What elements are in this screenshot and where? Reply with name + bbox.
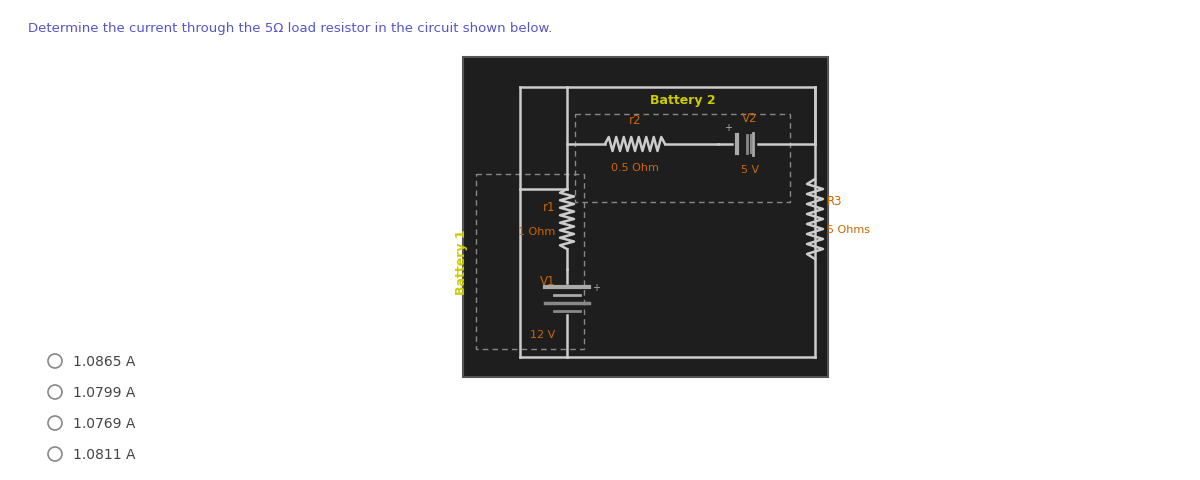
Text: R3: R3 (827, 195, 842, 208)
Text: r2: r2 (629, 114, 641, 127)
Text: 1.0865 A: 1.0865 A (73, 354, 136, 368)
Text: 12 V: 12 V (529, 329, 554, 339)
Text: +: + (592, 282, 600, 292)
Text: 1.0811 A: 1.0811 A (73, 447, 136, 461)
Text: 5 V: 5 V (740, 165, 760, 175)
Text: r1: r1 (542, 201, 554, 214)
Text: Battery 2: Battery 2 (649, 94, 715, 107)
Text: 0.5 Ohm: 0.5 Ohm (611, 163, 659, 173)
Text: 1.0799 A: 1.0799 A (73, 385, 136, 399)
Text: V2: V2 (743, 112, 757, 125)
Text: 1 Ohm: 1 Ohm (517, 227, 554, 237)
Text: V1: V1 (540, 275, 554, 288)
Text: 5 Ohms: 5 Ohms (827, 225, 870, 235)
Text: Determine the current through the 5Ω load resistor in the circuit shown below.: Determine the current through the 5Ω loa… (28, 22, 552, 35)
Text: 1.0769 A: 1.0769 A (73, 416, 136, 430)
Text: Battery 1: Battery 1 (455, 229, 468, 295)
FancyBboxPatch shape (463, 58, 828, 377)
Text: +: + (724, 123, 732, 133)
